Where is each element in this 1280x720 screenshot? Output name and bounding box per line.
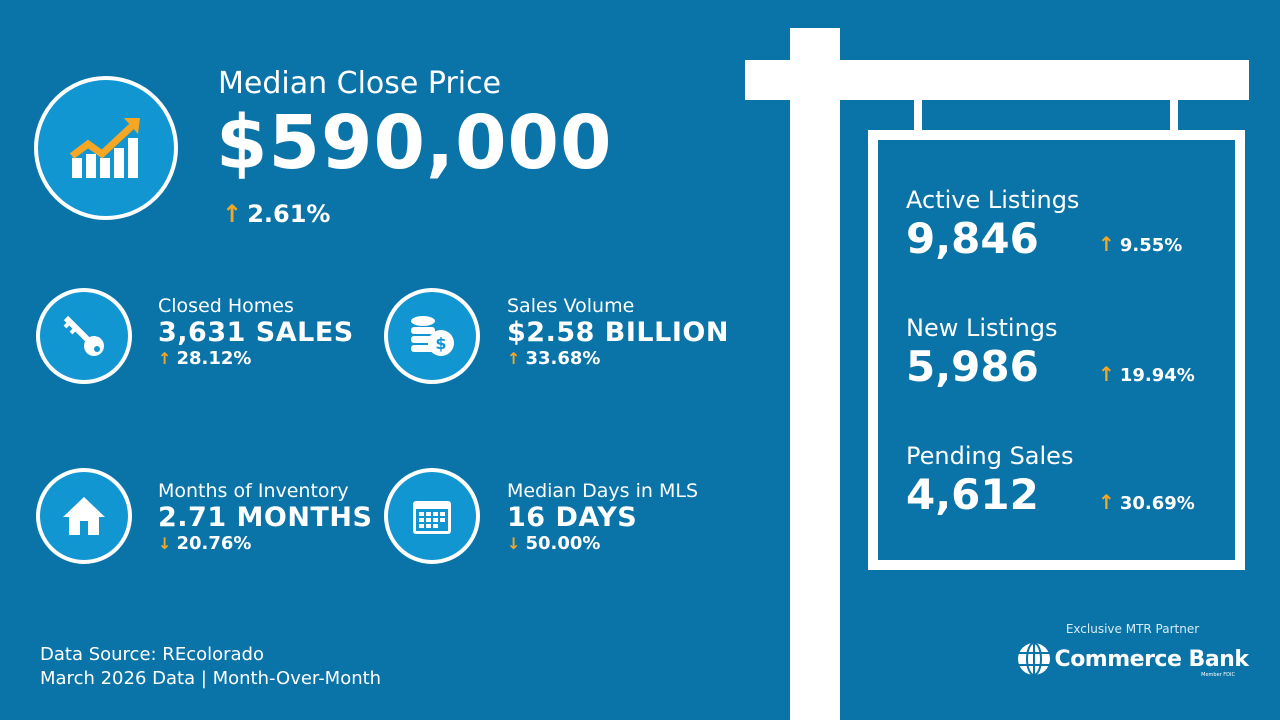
hero-value: $590,000 — [216, 100, 613, 186]
up-arrow-icon: ↑ — [1098, 232, 1115, 256]
up-arrow-icon: ↑ — [158, 349, 172, 368]
up-arrow-icon: ↑ — [1098, 490, 1115, 514]
stat-sales-volume: Sales Volume $2.58 BILLION ↑ 33.68% — [507, 295, 729, 369]
up-arrow-icon: ↑ — [507, 349, 521, 368]
partner-tagline: Exclusive MTR Partner — [1065, 622, 1200, 636]
stat-change: 50.00% — [525, 533, 601, 554]
house-icon — [63, 497, 105, 535]
stat-label: Median Days in MLS — [507, 480, 699, 502]
sign-value: 4,612 — [906, 470, 1039, 519]
up-arrow-icon: ↑ — [222, 200, 243, 228]
data-period: March 2026 Data | Month-Over-Month — [40, 668, 382, 689]
days-in-mls-icon-circle — [384, 468, 480, 564]
hero-change-value: 2.61% — [247, 200, 331, 228]
hero-change: ↑ 2.61% — [222, 200, 330, 228]
sales-volume-icon-circle: $ — [384, 288, 480, 384]
hero-label: Median Close Price — [218, 66, 502, 101]
inventory-icon-circle — [36, 468, 132, 564]
closed-homes-icon-circle — [36, 288, 132, 384]
sign-value: 5,986 — [906, 342, 1039, 391]
stat-months-inventory: Months of Inventory 2.71 MONTHS ↓ 20.76% — [158, 480, 372, 554]
partner-logo-name: Commerce Bank — [1054, 646, 1249, 672]
sign-new-listings: New Listings 5,986 ↑ 19.94% — [906, 314, 1226, 391]
stat-closed-homes: Closed Homes 3,631 SALES ↑ 28.12% — [158, 295, 354, 369]
coins-icon: $ — [411, 316, 454, 356]
sign-label: Pending Sales — [906, 442, 1074, 470]
calendar-icon — [413, 501, 451, 534]
stat-value: 3,631 SALES — [158, 317, 354, 348]
down-arrow-icon: ↓ — [507, 534, 521, 553]
down-arrow-icon: ↓ — [158, 534, 172, 553]
sign-change: 30.69% — [1119, 493, 1195, 514]
sign-post — [790, 28, 840, 720]
footer: Data Source: REcolorado March 2026 Data … — [40, 643, 381, 691]
sign-board: Active Listings 9,846 ↑ 9.55% New Listin… — [868, 130, 1245, 570]
trending-chart-icon — [69, 118, 140, 178]
stat-label: Closed Homes — [158, 295, 294, 317]
up-arrow-icon: ↑ — [1098, 362, 1115, 386]
stat-change: 20.76% — [176, 533, 252, 554]
stat-label: Sales Volume — [507, 295, 635, 317]
sign-hanger-left — [914, 100, 922, 132]
stat-change: 28.12% — [176, 348, 252, 369]
stat-value: 16 DAYS — [507, 502, 638, 533]
sign-active-listings: Active Listings 9,846 ↑ 9.55% — [906, 186, 1226, 263]
globe-logo-icon — [1017, 642, 1050, 676]
sign-label: New Listings — [906, 314, 1058, 342]
stat-value: $2.58 BILLION — [507, 317, 729, 348]
stat-median-days: Median Days in MLS 16 DAYS ↓ 50.00% — [507, 480, 698, 554]
sign-change: 19.94% — [1119, 365, 1195, 386]
stat-value: 2.71 MONTHS — [158, 502, 373, 533]
hero-icon-circle — [34, 76, 178, 220]
sign-hanger-right — [1170, 100, 1178, 132]
sign-crossbar — [745, 60, 1249, 100]
stat-label: Months of Inventory — [158, 480, 349, 502]
data-source: Data Source: REcolorado — [40, 644, 264, 665]
sign-change: 9.55% — [1119, 235, 1183, 256]
sign-value: 9,846 — [906, 214, 1039, 263]
partner: Exclusive MTR Partner Commerce Bank Memb… — [1010, 622, 1255, 678]
partner-member-fdic: Member FDIC — [1201, 672, 1235, 678]
sign-pending-sales: Pending Sales 4,612 ↑ 30.69% — [906, 442, 1226, 519]
key-icon — [63, 315, 104, 356]
svg-text:$: $ — [435, 334, 446, 353]
sign-label: Active Listings — [906, 186, 1080, 214]
stat-change: 33.68% — [525, 348, 601, 369]
